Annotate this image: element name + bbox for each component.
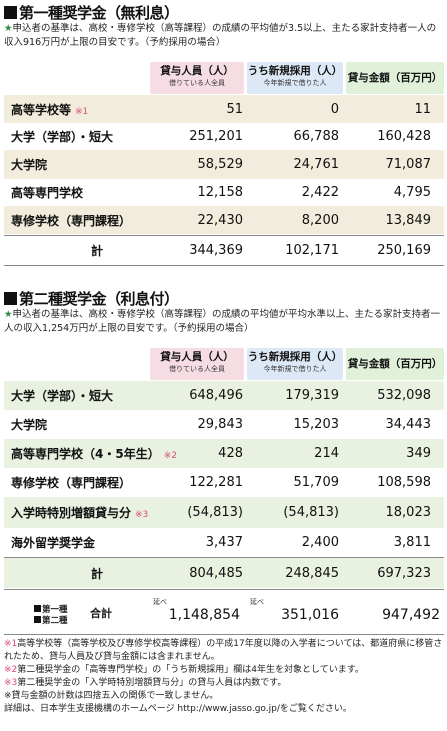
grand-total-count: 延べ 1,148,854 [153,598,240,623]
square-icon [34,616,41,623]
header-lending-count: 貸与人員（人） 借りている人全員 [150,62,244,94]
divider [4,235,444,236]
star-icon: ★ [4,309,13,320]
section1-note: ★申込者の基準は、高校・専修学校（高等課程）の成績の平均値が3.5以上、主たる家… [4,23,437,48]
section2-title: 第二種奨学金（利息付） [4,288,179,309]
footnote: ※2第二種奨学金の「高等専門学校」の「うち新規採用」欄は4年生を対象としています… [4,665,364,675]
table-row: 専修学校（専門課程） 22,430 8,200 13,849 [4,206,444,234]
footnote: ※貸与金額の計数は四捨五入の関係で一致しません。 [4,691,219,701]
table-row: 高等学校等 ※1 51 0 11 [4,95,444,123]
header-lending-amount: 貸与金額（百万円） [346,348,444,380]
header-new-adoption: うち新規採用（人） 今年新規で借りた人 [247,348,343,380]
grand-total-row: 第一種 第二種 合計 延べ 1,148,854 延べ 351,016 947,4… [4,594,444,632]
section1-title: 第一種奨学金（無利息） [4,2,179,23]
table-row: 高等専門学校（4・5年生） ※2 428 214 349 [4,439,444,468]
table-row: 高等専門学校 12,158 2,422 4,795 [4,179,444,206]
grand-total-new: 延べ 351,016 [250,598,339,623]
total-row: 計 344,369 102,171 250,169 [4,237,444,264]
divider [4,589,444,590]
table-row: 専修学校（専門課程） 122,281 51,709 108,598 [4,468,444,497]
table-row: 大学院 29,843 15,203 34,443 [4,410,444,439]
section2-table-header: 貸与人員（人） 借りている人全員 うち新規採用（人） 今年新規で借りた人 貸与金… [0,348,447,380]
table-row: 大学（学部）・短大 251,201 66,788 160,428 [4,123,444,150]
total-row: 計 804,485 248,845 697,323 [4,558,444,588]
header-lending-count: 貸与人員（人） 借りている人全員 [150,348,244,380]
table-row: 大学院 58,529 24,761 71,087 [4,150,444,179]
section2-note: ★申込者の基準は、高校・専修学校（高等課程）の成績の平均値が平均水準以上、主たる… [4,309,441,334]
square-icon [34,605,41,612]
grand-total-amount: 947,492 [382,607,440,623]
footnote-link-info: 詳細は、日本学生支援機構のホームページ http://www.jasso.go.… [4,704,352,714]
divider [4,557,444,558]
footnote: ※1高等学校等（高等学校及び専修学校高等課程）の平成17年度以降の入学者について… [4,639,443,662]
header-lending-amount: 貸与金額（百万円） [346,62,444,94]
table-row: 大学（学部）・短大 648,496 179,319 532,098 [4,381,444,410]
square-icon [4,6,17,19]
star-icon: ★ [4,23,13,34]
divider [4,634,444,635]
footnote: ※3第二種奨学金の「入学時特別増額貸与分」の貸与人員は内数です。 [4,678,287,688]
table-row: 海外留学奨学金 3,437 2,400 3,811 [4,528,444,557]
section1-table-header: 貸与人員（人） 借りている人全員 うち新規採用（人） 今年新規で借りた人 貸与金… [0,62,447,94]
square-icon [4,292,17,305]
header-new-adoption: うち新規採用（人） 今年新規で借りた人 [247,62,343,94]
table-row: 入学時特別増額貸与分 ※3 (54,813) (54,813) 18,023 [4,497,444,528]
divider [4,265,444,266]
